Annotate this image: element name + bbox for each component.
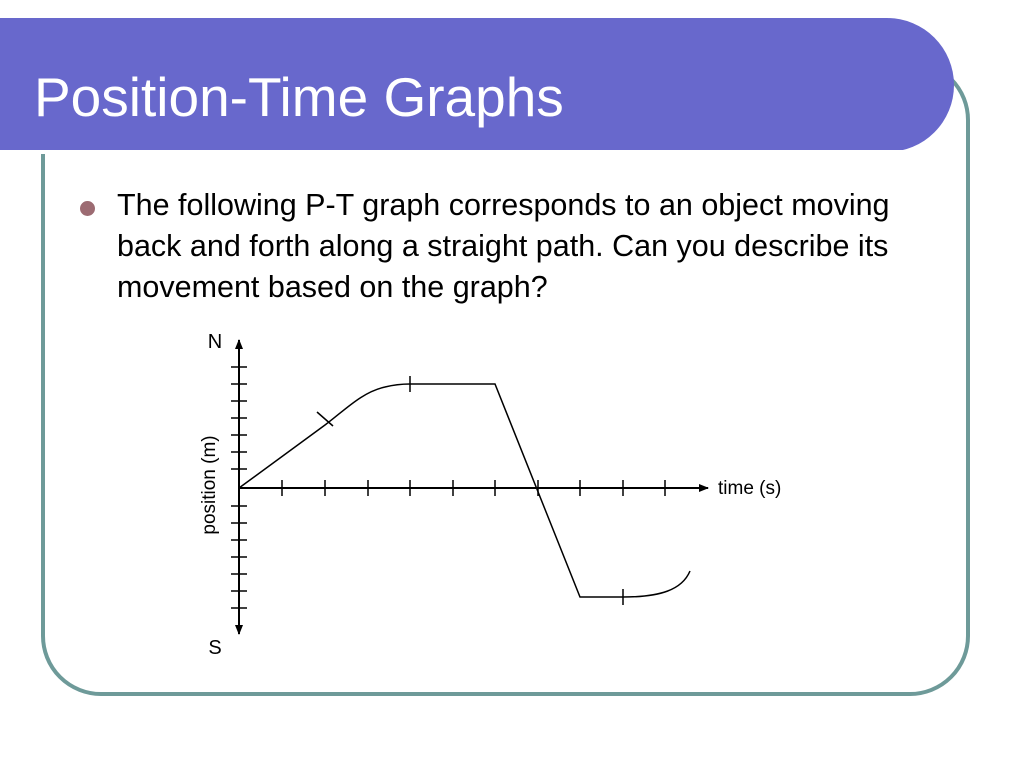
- x-axis-label: time (s): [718, 478, 781, 499]
- slide-frame: [41, 60, 970, 696]
- title-bar: Position-Time Graphs: [0, 18, 954, 154]
- motion-curve: [238, 383, 691, 598]
- bullet-text: The following P-T graph corresponds to a…: [117, 188, 890, 304]
- curve-tick-1: [316, 411, 334, 427]
- bullet-icon: [80, 201, 95, 216]
- y-axis-top-label: N: [208, 331, 222, 353]
- y-axis-bottom-label: S: [208, 637, 221, 659]
- y-axis-ticks: [231, 366, 247, 609]
- title-underline: [0, 150, 905, 154]
- slide-title: Position-Time Graphs: [34, 66, 564, 128]
- y-axis-label: position (m): [199, 435, 220, 534]
